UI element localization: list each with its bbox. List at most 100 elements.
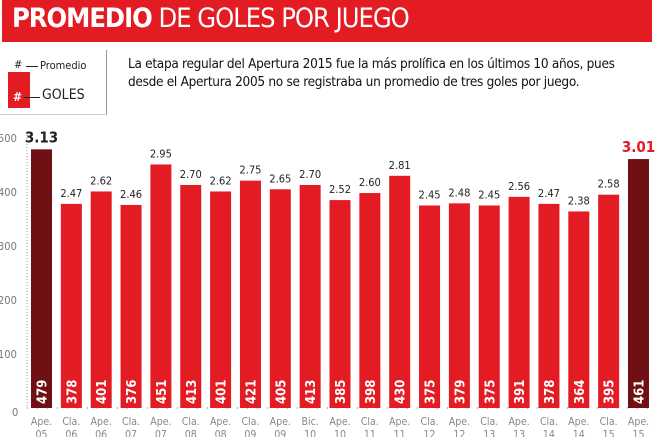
bar-value-label: 378 xyxy=(543,380,558,404)
average-label: 3.13 xyxy=(25,128,58,146)
legend: # Promedio # GOLES xyxy=(0,50,107,115)
bar-value-label: 405 xyxy=(274,380,289,404)
bar-value-label: 479 xyxy=(36,380,51,404)
chart-title: PROMEDIO DE GOLES POR JUEGO xyxy=(12,3,410,34)
average-label: 2.46 xyxy=(120,188,142,201)
x-tick-label: Ape. xyxy=(628,416,649,428)
x-tick-label: Ape. xyxy=(210,416,231,428)
average-label: 2.38 xyxy=(568,194,590,207)
y-tick-label: 300 xyxy=(0,240,17,253)
bar-value-label: 376 xyxy=(125,380,140,404)
average-label: 2.75 xyxy=(239,164,261,177)
x-tick-label: Cla. xyxy=(480,416,498,428)
title-banner: PROMEDIO DE GOLES POR JUEGO xyxy=(2,0,652,42)
bar-value-label: 401 xyxy=(215,380,230,404)
x-tick-label: 07 xyxy=(125,429,137,437)
legend-pointer xyxy=(24,97,40,98)
bar-value-label: 379 xyxy=(453,380,468,404)
bar xyxy=(359,193,381,408)
bar xyxy=(31,149,52,408)
x-tick-label: 06 xyxy=(95,429,107,437)
x-tick-label: Ape. xyxy=(329,416,350,428)
x-tick-label: Cla. xyxy=(540,416,558,428)
x-tick-label: 10 xyxy=(334,429,346,437)
y-tick-label: 500 xyxy=(0,132,17,145)
x-tick-label: Bic. xyxy=(301,416,318,428)
bar xyxy=(389,175,411,408)
bar xyxy=(448,203,470,408)
bar xyxy=(210,191,232,408)
bar xyxy=(269,189,291,408)
bar-value-label: 421 xyxy=(244,380,259,404)
bar-value-label: 385 xyxy=(334,380,349,404)
bar-value-label: 375 xyxy=(424,380,439,404)
x-tick-label: 15 xyxy=(632,429,644,437)
bar-value-label: 398 xyxy=(364,380,379,404)
average-label: 2.60 xyxy=(359,176,381,189)
x-tick-label: Ape. xyxy=(568,416,589,428)
bar xyxy=(419,205,441,408)
x-tick-label: 11 xyxy=(364,429,376,437)
bar xyxy=(239,180,261,408)
x-tick-label: Ape. xyxy=(91,416,112,428)
legend-average-label: Promedio xyxy=(40,59,87,72)
x-tick-label: Cla. xyxy=(241,416,259,428)
average-label: 2.62 xyxy=(90,174,112,187)
legend-goals-marker: # xyxy=(13,90,23,104)
x-tick-label: 12 xyxy=(424,429,436,437)
x-tick-label: 08 xyxy=(185,429,197,437)
bar-value-label: 461 xyxy=(633,380,648,404)
average-label: 2.45 xyxy=(478,189,500,202)
x-tick-label: Ape. xyxy=(270,416,291,428)
average-label: 2.56 xyxy=(508,180,530,193)
average-label: 2.48 xyxy=(448,186,470,199)
average-label: 2.47 xyxy=(538,187,560,200)
x-tick-label: Cla. xyxy=(122,416,140,428)
bar xyxy=(478,205,500,408)
average-label: 2.65 xyxy=(269,172,291,185)
average-label: 2.47 xyxy=(60,187,82,200)
bar xyxy=(299,184,321,408)
x-tick-label: 09 xyxy=(274,429,286,437)
title-bold: PROMEDIO xyxy=(12,3,153,34)
average-label: 2.45 xyxy=(419,189,441,202)
bar xyxy=(180,184,202,408)
bar xyxy=(90,191,112,408)
bar-value-label: 395 xyxy=(603,380,618,404)
x-tick-label: Cla. xyxy=(600,416,618,428)
bar-value-label: 430 xyxy=(394,380,409,404)
x-tick-label: 13 xyxy=(483,429,495,437)
x-tick-label: Cla. xyxy=(361,416,379,428)
average-label: 2.70 xyxy=(299,168,321,181)
description: La etapa regular del Apertura 2015 fue l… xyxy=(128,56,615,90)
legend-pointer xyxy=(26,66,38,67)
x-tick-label: Ape. xyxy=(389,416,410,428)
y-tick-label: 0 xyxy=(12,406,18,419)
legend-goals-label: GOLES xyxy=(42,87,85,103)
average-label: 2.81 xyxy=(389,159,411,172)
x-tick-label: 13 xyxy=(513,429,525,437)
y-tick-label: 400 xyxy=(0,186,17,199)
bar xyxy=(538,203,560,408)
bar xyxy=(568,211,590,408)
x-tick-label: 06 xyxy=(65,429,77,437)
bar-value-label: 413 xyxy=(185,380,200,404)
bar xyxy=(120,204,142,408)
bar-value-label: 364 xyxy=(573,380,588,404)
legend-average-marker: # xyxy=(14,58,23,71)
bar-value-label: 413 xyxy=(304,380,319,404)
average-label: 3.01 xyxy=(622,138,655,156)
average-label: 2.62 xyxy=(210,174,232,187)
x-tick-label: Ape. xyxy=(150,416,171,428)
x-tick-label: Ape. xyxy=(31,416,52,428)
x-tick-label: 15 xyxy=(603,429,615,437)
x-tick-label: 12 xyxy=(453,429,465,437)
x-tick-label: 05 xyxy=(35,429,47,437)
average-label: 2.70 xyxy=(180,168,202,181)
bar-value-label: 451 xyxy=(155,380,170,404)
x-tick-label: 14 xyxy=(573,429,585,437)
y-tick-label: 100 xyxy=(0,348,17,361)
x-tick-label: Cla. xyxy=(62,416,80,428)
bar xyxy=(329,200,351,408)
